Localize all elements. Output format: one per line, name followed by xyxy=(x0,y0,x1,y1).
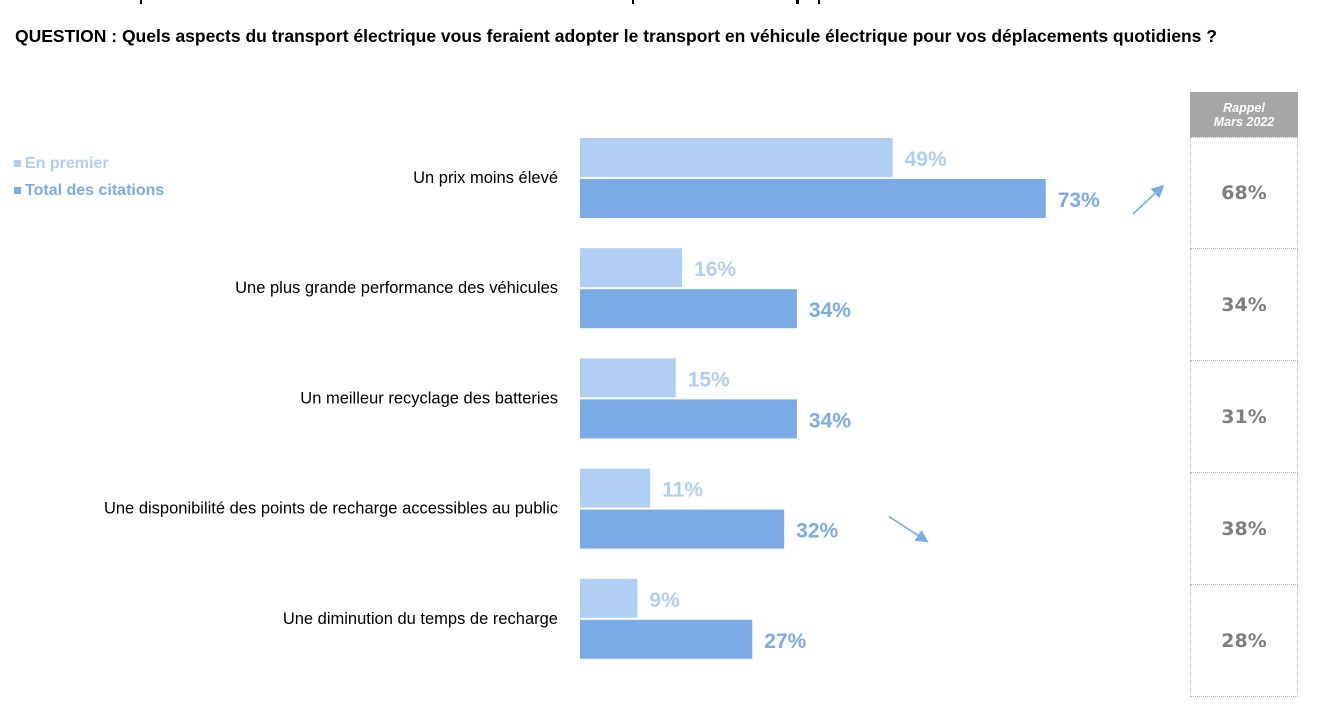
legend-label-en-premier: En premier xyxy=(25,154,109,172)
value-label-en-premier: 49% xyxy=(905,148,947,171)
rappel-cell: 34% xyxy=(1190,249,1298,361)
legend: En premier Total des citations xyxy=(14,150,164,204)
category-label: Une diminution du temps de recharge xyxy=(283,610,558,628)
trend-up-arrow-icon xyxy=(1132,184,1165,215)
value-label-en-premier: 11% xyxy=(662,479,703,502)
rappel-cell: 31% xyxy=(1190,361,1298,473)
bar-en-premier xyxy=(580,248,683,288)
bar-total-citations xyxy=(580,179,1046,218)
legend-item-en-premier: En premier xyxy=(14,150,164,177)
rappel-cell: 28% xyxy=(1190,585,1298,697)
bar-total-citations xyxy=(580,509,785,549)
value-label-total-citations: 73% xyxy=(1058,189,1100,212)
legend-label-total-citations: Total des citations xyxy=(25,181,165,199)
legend-swatch-total-citations xyxy=(14,187,21,194)
rappel-cell: 38% xyxy=(1190,473,1298,585)
category-label: Un prix moins élevé xyxy=(413,169,558,187)
bar-en-premier xyxy=(580,578,638,618)
legend-item-total-citations: Total des citations xyxy=(14,177,164,204)
value-label-total-citations: 27% xyxy=(764,630,806,653)
bar-en-premier xyxy=(580,468,651,508)
value-label-total-citations: 34% xyxy=(809,299,851,322)
category-label: Une plus grande performance des véhicule… xyxy=(235,279,558,297)
bar-en-premier xyxy=(580,358,676,398)
value-label-total-citations: 32% xyxy=(796,520,838,543)
value-label-en-premier: 9% xyxy=(649,589,680,612)
category-label: Un meilleur recyclage des batteries xyxy=(300,389,558,407)
bar-en-premier xyxy=(580,138,893,177)
value-label-en-premier: 16% xyxy=(694,258,736,281)
rappel-header-line2: Mars 2022 xyxy=(1213,114,1275,129)
rappel-header-line1: Rappel xyxy=(1223,100,1265,115)
value-label-en-premier: 15% xyxy=(688,368,730,391)
legend-swatch-en-premier xyxy=(14,160,21,167)
rappel-table: 68% 34% 31% 38% 28% xyxy=(1190,137,1298,697)
rappel-cell: 68% xyxy=(1190,137,1298,249)
cropped-previous-text xyxy=(140,0,820,4)
bar-total-citations xyxy=(580,399,797,439)
question-title: QUESTION : Quels aspects du transport él… xyxy=(15,26,1217,46)
rappel-header: Rappel Mars 2022 xyxy=(1190,92,1298,137)
bar-total-citations xyxy=(580,289,797,329)
trend-down-arrow-icon xyxy=(888,515,929,543)
value-label-total-citations: 34% xyxy=(809,409,851,432)
bar-total-citations xyxy=(580,619,753,659)
category-label: Une disponibilité des points de recharge… xyxy=(104,500,558,518)
